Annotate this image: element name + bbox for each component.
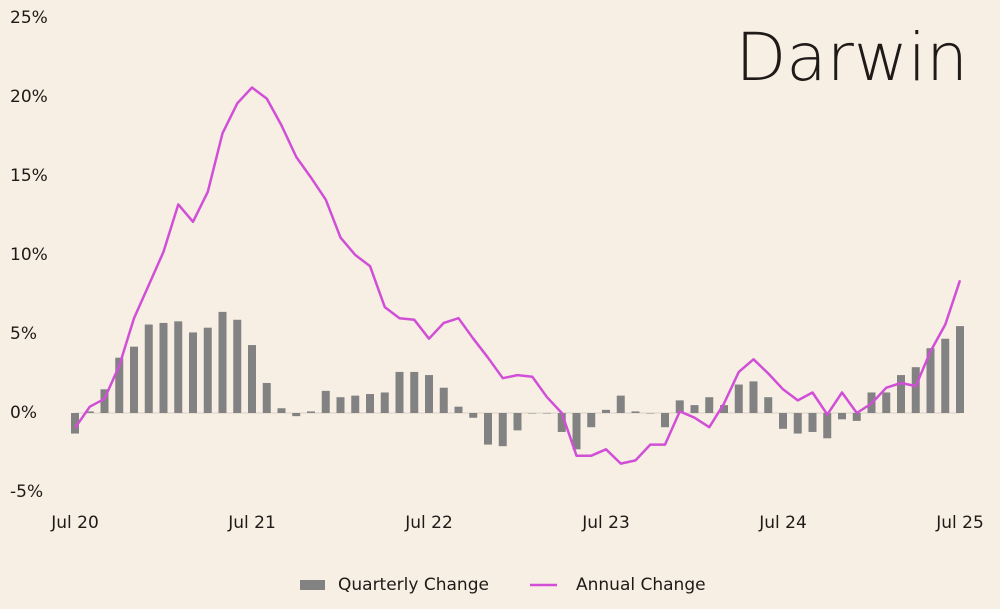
- y-tick-label: -5%: [10, 482, 43, 502]
- bar: [616, 395, 625, 413]
- bar: [557, 413, 566, 432]
- x-tick-label: Jul 20: [50, 513, 99, 533]
- bar: [690, 405, 699, 413]
- legend-label: Quarterly Change: [338, 575, 489, 595]
- bar: [469, 413, 478, 418]
- chart-title: Darwin: [735, 19, 968, 96]
- bar: [307, 411, 315, 413]
- bar: [498, 413, 507, 447]
- bar: [956, 326, 964, 413]
- bar: [572, 413, 581, 450]
- bar: [248, 345, 256, 413]
- bar: [793, 413, 802, 434]
- bar: [852, 413, 861, 421]
- bar: [675, 400, 684, 413]
- bar: [159, 322, 168, 413]
- bar: [292, 413, 301, 417]
- y-tick-label: 20%: [10, 87, 48, 107]
- bar: [85, 411, 94, 413]
- bar: [366, 394, 374, 413]
- bar: [926, 348, 935, 413]
- legend-swatch: [300, 580, 325, 590]
- y-tick-label: 25%: [10, 8, 48, 28]
- bar: [262, 382, 271, 413]
- bar: [631, 411, 640, 413]
- bar: [351, 395, 360, 413]
- bar: [203, 327, 212, 413]
- bar: [823, 413, 832, 439]
- bar: [764, 397, 773, 413]
- legend-label: Annual Change: [576, 575, 706, 595]
- bar: [439, 387, 448, 413]
- bar: [602, 409, 610, 413]
- x-tick-label: Jul 21: [227, 513, 276, 533]
- line: [73, 86, 962, 465]
- bar: [189, 332, 197, 413]
- bar: [336, 397, 345, 413]
- bar: [395, 371, 404, 413]
- bar: [705, 397, 714, 413]
- bar: [734, 384, 743, 413]
- bar: [484, 413, 492, 445]
- bar: [543, 413, 551, 414]
- x-tick-label: Jul 23: [581, 513, 630, 533]
- bar: [380, 392, 389, 413]
- bar: [71, 413, 79, 434]
- bar: [587, 413, 596, 428]
- bar: [425, 375, 433, 413]
- bar: [941, 338, 950, 413]
- bar: [897, 375, 905, 413]
- x-tick-label: Jul 25: [935, 513, 984, 533]
- bar: [277, 408, 286, 413]
- bar: [661, 413, 669, 428]
- x-tick-label: Jul 22: [404, 513, 453, 533]
- y-tick-label: 10%: [10, 245, 48, 265]
- bar: [882, 392, 891, 413]
- bar: [720, 405, 728, 413]
- y-tick-label: 15%: [10, 166, 48, 186]
- bar: [528, 413, 537, 414]
- bar: [100, 389, 109, 413]
- bar: [130, 346, 138, 413]
- bar: [838, 413, 846, 420]
- bar: [911, 367, 920, 413]
- y-tick-label: 5%: [10, 324, 37, 344]
- bar: [144, 324, 153, 413]
- bar: [808, 413, 817, 432]
- bar: [410, 371, 419, 413]
- bar: [513, 413, 522, 431]
- bar: [321, 390, 330, 413]
- bar: [174, 321, 183, 413]
- bar: [454, 406, 463, 413]
- bar: [779, 413, 787, 429]
- bar: [233, 319, 242, 413]
- bar: [115, 357, 124, 413]
- x-tick-label: Jul 24: [758, 513, 807, 533]
- bar: [218, 311, 227, 413]
- y-tick-label: 0%: [10, 403, 37, 423]
- bar: [646, 413, 655, 414]
- bar: [749, 381, 758, 413]
